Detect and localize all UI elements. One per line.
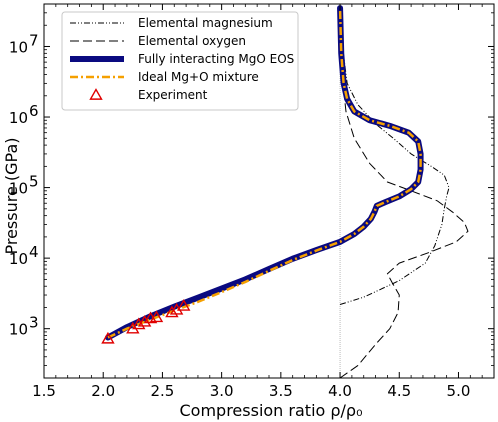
legend-label-elemental-oxygen: Elemental oxygen (138, 34, 246, 48)
legend-swatch-experiment (89, 88, 103, 100)
y-tick-label: 10 (9, 250, 28, 268)
series-ideal-mg-o-mixture (107, 8, 422, 339)
y-tick-exponent: 4 (29, 243, 39, 261)
experiment-marker (177, 299, 191, 311)
experiment-marker (165, 305, 179, 318)
y-axis-label: Pressure (GPa) (2, 137, 21, 254)
x-tick-label: 2.5 (150, 382, 174, 400)
series-elemental-magnesium (339, 12, 450, 306)
experiment-marker (149, 310, 164, 323)
experiment-marker (101, 331, 115, 344)
legend: Elemental magnesium Elemental oxygen Fully… (61, 11, 299, 111)
legend-label-elemental-magnesium: Elemental magnesium (138, 16, 273, 30)
x-tick-label: 1.5 (32, 382, 56, 400)
y-tick-exponent: 3 (29, 314, 39, 332)
series-experiment (101, 299, 191, 344)
y-tick-label: 10 (9, 180, 28, 198)
y-tick-exponent: 7 (29, 31, 39, 49)
y-tick-label: 10 (9, 109, 28, 127)
y-tick-exponent: 5 (29, 173, 39, 191)
x-tick-label: 5.0 (447, 382, 471, 400)
series-layer (101, 4, 469, 379)
legend-label-experiment: Experiment (138, 88, 208, 102)
experiment-marker (132, 317, 146, 330)
x-tick-label: 3.0 (210, 382, 234, 400)
x-tick-label: 2.0 (91, 382, 115, 400)
x-tick-label: 4.5 (387, 382, 411, 400)
x-axis-label: Compression ratio ρ/ρ₀ (180, 401, 363, 420)
legend-box (61, 11, 299, 111)
legend-label-ideal-mg-o-mixture: Ideal Mg+O mixture (138, 70, 259, 84)
experiment-marker (137, 314, 152, 327)
x-tick-label: 3.5 (269, 382, 293, 400)
x-tick-label: 4.0 (328, 382, 352, 400)
y-tick-label: 10 (9, 321, 28, 339)
legend-label-fully-interacting-mgo-eos: Fully interacting MgO EOS (138, 52, 294, 66)
y-tick-exponent: 6 (29, 102, 39, 120)
y-tick-label: 10 (9, 38, 28, 56)
series-elemental-oxygen (339, 12, 469, 379)
